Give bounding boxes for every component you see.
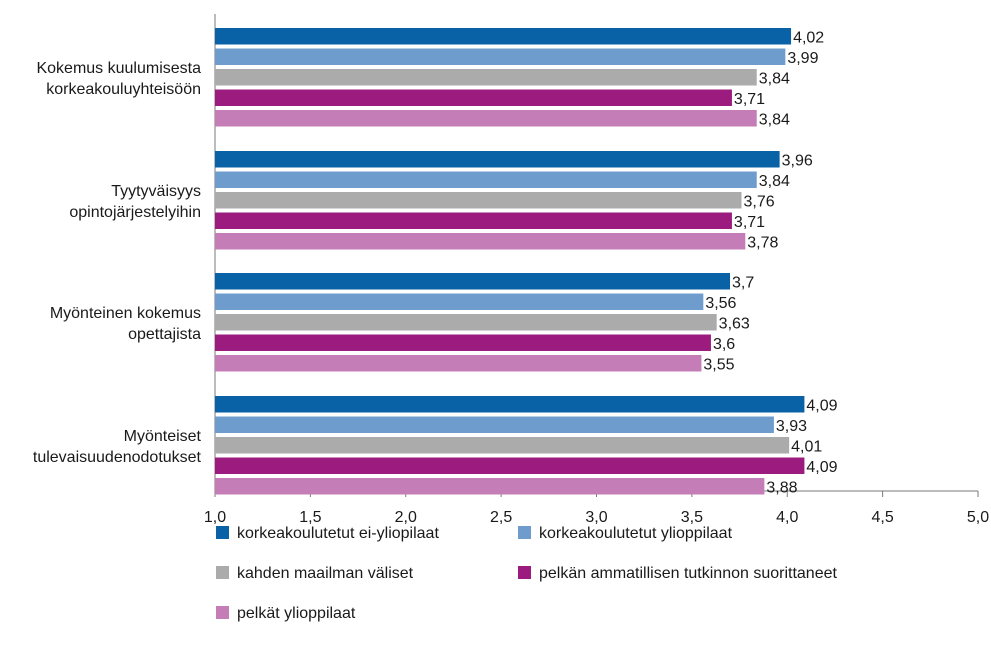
data-label: 3,71 bbox=[734, 91, 765, 108]
x-tick-label: 2,5 bbox=[490, 509, 512, 526]
data-label: 3,76 bbox=[743, 193, 774, 210]
category-label: Myönteinen kokemus bbox=[50, 305, 201, 322]
x-tick-label: 2,0 bbox=[395, 509, 417, 526]
bar bbox=[215, 273, 731, 290]
legend-label: pelkän ammatillisen tutkinnon suorittane… bbox=[539, 565, 838, 582]
bar bbox=[215, 48, 786, 65]
x-tick-label: 1,0 bbox=[204, 509, 226, 526]
legend-swatch bbox=[518, 566, 531, 579]
x-tick-label: 1,5 bbox=[299, 509, 321, 526]
x-tick-label: 3,0 bbox=[585, 509, 607, 526]
x-tick-label: 3,5 bbox=[681, 509, 703, 526]
data-label: 3,71 bbox=[734, 214, 765, 231]
data-label: 3,96 bbox=[782, 152, 813, 169]
bar bbox=[215, 151, 780, 168]
category-label: tulevaisuudenodotukset bbox=[33, 449, 202, 466]
legend-label: korkeakoulutetut ylioppilaat bbox=[539, 525, 733, 542]
legend-swatch bbox=[216, 526, 229, 539]
x-tick-label: 4,5 bbox=[872, 509, 894, 526]
legend-swatch bbox=[518, 526, 531, 539]
legend-label: kahden maailman väliset bbox=[237, 565, 414, 582]
bar bbox=[215, 110, 757, 127]
data-label: 4,02 bbox=[793, 29, 824, 46]
bar bbox=[215, 28, 792, 45]
data-label: 3,93 bbox=[776, 418, 807, 435]
category-label: opintojärjestelyihin bbox=[69, 204, 201, 221]
bar bbox=[215, 314, 717, 331]
bar bbox=[215, 334, 711, 351]
legend-swatch bbox=[216, 566, 229, 579]
data-label: 3,55 bbox=[703, 356, 734, 373]
data-label: 3,84 bbox=[759, 70, 790, 87]
data-label: 3,7 bbox=[732, 274, 754, 291]
data-label: 3,84 bbox=[759, 173, 790, 190]
bar bbox=[215, 457, 805, 474]
bar bbox=[215, 171, 757, 188]
bar bbox=[215, 293, 704, 310]
data-label: 3,88 bbox=[766, 479, 797, 496]
data-label: 3,56 bbox=[705, 295, 736, 312]
data-label: 4,01 bbox=[791, 438, 822, 455]
category-label: korkeakouluyhteisöön bbox=[46, 81, 201, 98]
legend-label: korkeakoulutetut ei-yliopilaat bbox=[237, 525, 439, 542]
bar bbox=[215, 416, 774, 433]
bar bbox=[215, 437, 790, 454]
bar bbox=[215, 233, 746, 250]
data-label: 4,09 bbox=[806, 397, 837, 414]
bar bbox=[215, 396, 805, 413]
x-tick-label: 4,0 bbox=[776, 509, 798, 526]
bar bbox=[215, 89, 732, 106]
data-label: 3,99 bbox=[787, 50, 818, 67]
data-label: 3,63 bbox=[719, 315, 750, 332]
bar bbox=[215, 192, 742, 209]
data-label: 4,09 bbox=[806, 459, 837, 476]
data-label: 3,6 bbox=[713, 336, 735, 353]
category-label: opettajista bbox=[128, 326, 201, 343]
legend-label: pelkät ylioppilaat bbox=[237, 605, 356, 622]
legend-swatch bbox=[216, 606, 229, 619]
category-label: Kokemus kuulumisesta bbox=[36, 60, 201, 77]
data-label: 3,84 bbox=[759, 111, 790, 128]
bar bbox=[215, 69, 757, 86]
category-label: Tyytyväisyys bbox=[111, 183, 201, 200]
category-label: Myönteiset bbox=[124, 428, 202, 445]
bar bbox=[215, 212, 732, 229]
bar bbox=[215, 355, 702, 372]
data-label: 3,78 bbox=[747, 234, 778, 251]
bar bbox=[215, 478, 765, 495]
x-tick-label: 5,0 bbox=[967, 509, 989, 526]
